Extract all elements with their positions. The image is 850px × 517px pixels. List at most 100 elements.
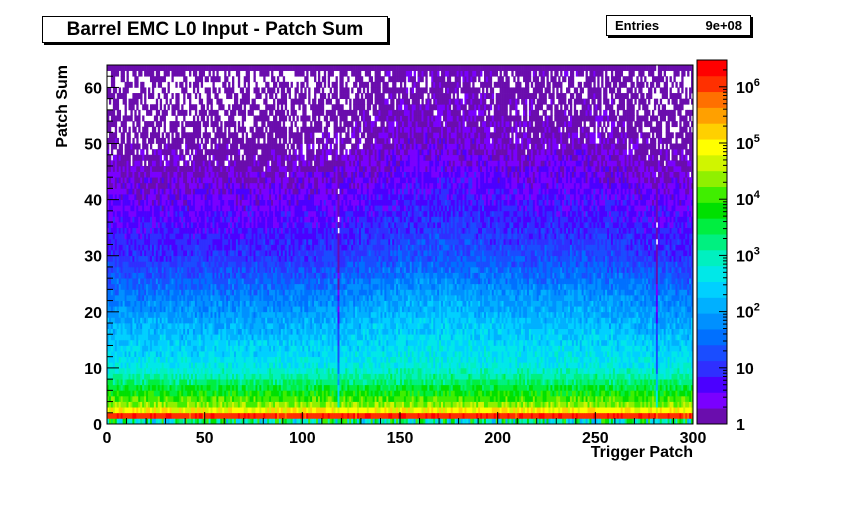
heatmap-cell <box>550 418 553 425</box>
heatmap-cell <box>216 334 219 341</box>
heatmap-cell <box>214 351 217 358</box>
heatmap-cell <box>519 407 522 414</box>
heatmap-cell <box>235 401 239 408</box>
heatmap-cell <box>466 373 469 380</box>
heatmap-cell <box>509 379 512 386</box>
heatmap-cell <box>276 395 280 402</box>
heatmap-cell <box>132 384 135 391</box>
heatmap-cell <box>407 418 411 425</box>
heatmap-cell <box>288 334 291 341</box>
heatmap-cell <box>470 345 473 352</box>
heatmap-cell <box>409 328 413 335</box>
heatmap-cell <box>310 356 313 363</box>
heatmap-cell <box>417 390 420 397</box>
heatmap-cell <box>394 418 397 425</box>
heatmap-cell <box>556 356 559 363</box>
heatmap-cell <box>364 373 368 380</box>
heatmap-cell <box>542 373 545 380</box>
heatmap-cell <box>657 334 661 341</box>
heatmap-cell <box>310 339 313 346</box>
heatmap-cell <box>640 339 643 346</box>
heatmap-cell <box>485 339 489 346</box>
heatmap-cell <box>269 345 272 352</box>
heatmap-cell <box>206 412 209 419</box>
heatmap-cell <box>181 373 184 380</box>
heatmap-cell <box>470 362 473 369</box>
heatmap-cell <box>564 407 567 414</box>
heatmap-cell <box>431 367 434 374</box>
heatmap-cell <box>202 373 206 380</box>
heatmap-cell <box>444 407 448 414</box>
heatmap-cell <box>198 356 202 363</box>
heatmap-cell <box>317 390 321 397</box>
heatmap-cell <box>257 412 260 419</box>
heatmap-cell <box>179 412 182 419</box>
heatmap-cell <box>683 412 686 419</box>
heatmap-cell <box>509 384 512 391</box>
heatmap-cell <box>224 367 227 374</box>
heatmap-cell <box>140 395 143 402</box>
heatmap-cell <box>650 367 653 374</box>
heatmap-cell <box>462 390 465 397</box>
heatmap-cell <box>685 367 688 374</box>
heatmap-cell <box>509 401 512 408</box>
heatmap-cell <box>651 384 655 391</box>
heatmap-cell <box>519 390 522 397</box>
heatmap-cell <box>392 384 395 391</box>
heatmap-cell <box>532 356 536 363</box>
heatmap-cell <box>630 334 633 341</box>
heatmap-cell <box>581 345 584 352</box>
heatmap-cell <box>677 345 680 352</box>
heatmap-cell <box>292 407 295 414</box>
heatmap-cell <box>501 373 504 380</box>
heatmap-cell <box>558 356 561 363</box>
heatmap-cell <box>228 401 231 408</box>
heatmap-cell <box>128 379 131 386</box>
heatmap-cell <box>526 384 530 391</box>
heatmap-cell <box>230 367 233 374</box>
heatmap-cell <box>691 418 694 425</box>
heatmap-cell <box>273 412 276 419</box>
heatmap-cell <box>583 407 586 414</box>
heatmap-cell <box>351 328 354 335</box>
heatmap-cell <box>575 345 579 352</box>
heatmap-cell <box>429 390 432 397</box>
heatmap-cell <box>134 362 137 369</box>
heatmap-cell <box>155 328 159 335</box>
heatmap-cell <box>425 328 428 335</box>
heatmap-cell <box>480 384 483 391</box>
heatmap-cell <box>429 362 432 369</box>
heatmap-cell <box>456 367 459 374</box>
heatmap-cell <box>298 384 301 391</box>
heatmap-cell <box>480 334 483 341</box>
heatmap-cell <box>433 345 436 352</box>
heatmap-cell <box>552 351 555 358</box>
heatmap-cell <box>243 390 247 397</box>
heatmap-cell <box>474 401 477 408</box>
heatmap-cell <box>187 339 190 346</box>
heatmap-cell <box>210 362 213 369</box>
heatmap-cell <box>458 339 461 346</box>
heatmap-cell <box>192 395 196 402</box>
heatmap-cell <box>351 379 354 386</box>
heatmap-cell <box>575 356 579 363</box>
heatmap-cell <box>566 339 569 346</box>
heatmap-cell <box>530 384 534 391</box>
heatmap-cell <box>487 395 491 402</box>
heatmap-cell <box>466 356 469 363</box>
heatmap-cell <box>540 373 543 380</box>
heatmap-cell <box>482 367 485 374</box>
heatmap-cell <box>241 395 245 402</box>
heatmap-cell <box>437 390 440 397</box>
heatmap-cell <box>398 373 401 380</box>
heatmap-cell <box>300 418 303 425</box>
heatmap-cell <box>550 379 553 386</box>
heatmap-cell <box>550 362 553 369</box>
heatmap-cell <box>394 390 397 397</box>
heatmap-cell <box>210 367 213 374</box>
heatmap-cell <box>364 395 368 402</box>
heatmap-cell <box>665 379 668 386</box>
heatmap-cell <box>493 390 497 397</box>
heatmap-cell <box>196 412 200 419</box>
heatmap-cell <box>614 362 618 369</box>
